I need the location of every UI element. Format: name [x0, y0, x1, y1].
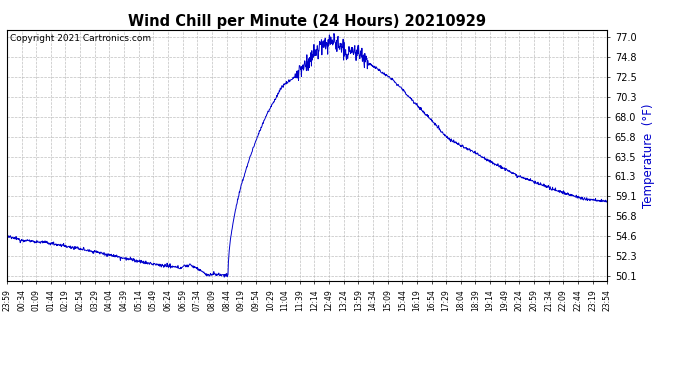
- Text: Copyright 2021 Cartronics.com: Copyright 2021 Cartronics.com: [10, 34, 151, 43]
- Title: Wind Chill per Minute (24 Hours) 20210929: Wind Chill per Minute (24 Hours) 2021092…: [128, 14, 486, 29]
- Y-axis label: Temperature  (°F): Temperature (°F): [642, 104, 655, 208]
